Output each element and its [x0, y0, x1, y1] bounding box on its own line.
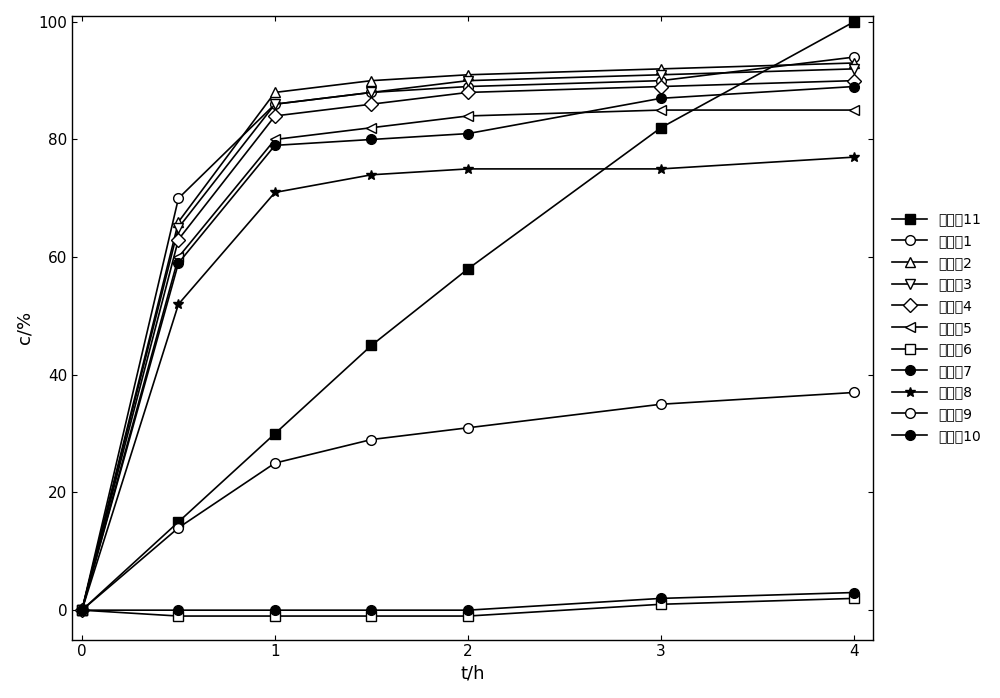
- 对比10: [848, 588, 860, 597]
- 对比4: [76, 606, 88, 614]
- 对比1: [269, 100, 281, 108]
- 对比5: [269, 135, 281, 144]
- 对比1: [172, 194, 184, 202]
- 对比3: [172, 223, 184, 232]
- 对比9: [76, 606, 88, 614]
- 对比2: [365, 77, 377, 85]
- Line: 对比7: 对比7: [77, 82, 859, 615]
- 对比8: [848, 153, 860, 161]
- 对比5: [76, 606, 88, 614]
- 对比6: [172, 612, 184, 621]
- Y-axis label: c/%: c/%: [15, 311, 33, 344]
- 对比9: [462, 424, 474, 432]
- 实施例11: [848, 17, 860, 26]
- 实施例11: [76, 606, 88, 614]
- 对比3: [462, 77, 474, 85]
- 对比4: [172, 235, 184, 244]
- 实施例11: [172, 518, 184, 526]
- Line: 对比9: 对比9: [77, 387, 859, 615]
- 对比9: [365, 436, 377, 444]
- 对比10: [269, 606, 281, 614]
- 对比2: [172, 218, 184, 226]
- Line: 对比2: 对比2: [77, 58, 859, 615]
- 对比4: [655, 82, 667, 91]
- 对比6: [462, 612, 474, 621]
- 对比3: [848, 65, 860, 73]
- 对比6: [655, 600, 667, 609]
- 对比5: [848, 106, 860, 114]
- 对比4: [269, 112, 281, 120]
- 对比7: [365, 135, 377, 144]
- 对比2: [76, 606, 88, 614]
- 对比7: [848, 82, 860, 91]
- 对比7: [462, 129, 474, 138]
- 对比4: [365, 100, 377, 108]
- 对比10: [462, 606, 474, 614]
- Legend: 实施例11, 对比例1, 对比例2, 对比例3, 对比例4, 对比例5, 对比例6, 对比例7, 对比例8, 对比例9, 对比例10: 实施例11, 对比例1, 对比例2, 对比例3, 对比例4, 对比例5, 对比例…: [888, 209, 985, 447]
- Line: 对比3: 对比3: [77, 64, 859, 615]
- 对比3: [365, 88, 377, 96]
- 对比9: [655, 400, 667, 408]
- 实施例11: [462, 265, 474, 273]
- Line: 对比6: 对比6: [77, 593, 859, 621]
- 对比6: [76, 606, 88, 614]
- 对比3: [76, 606, 88, 614]
- 对比10: [365, 606, 377, 614]
- 对比8: [462, 165, 474, 173]
- 对比8: [269, 188, 281, 197]
- 对比6: [269, 612, 281, 621]
- 对比7: [76, 606, 88, 614]
- Line: 对比8: 对比8: [77, 152, 859, 615]
- 对比3: [269, 100, 281, 108]
- 对比1: [655, 77, 667, 85]
- 实施例11: [655, 124, 667, 132]
- 对比7: [269, 141, 281, 149]
- 对比5: [172, 253, 184, 261]
- 对比8: [365, 170, 377, 179]
- 对比2: [462, 70, 474, 79]
- Line: 实施例11: 实施例11: [77, 17, 859, 615]
- 对比5: [655, 106, 667, 114]
- 对比4: [462, 88, 474, 96]
- 对比10: [172, 606, 184, 614]
- 对比10: [655, 594, 667, 602]
- 对比1: [76, 606, 88, 614]
- 对比5: [462, 112, 474, 120]
- 对比4: [848, 77, 860, 85]
- 对比8: [172, 300, 184, 309]
- 对比8: [76, 606, 88, 614]
- 对比3: [655, 70, 667, 79]
- 对比9: [269, 459, 281, 467]
- 对比1: [365, 88, 377, 96]
- Line: 对比1: 对比1: [77, 52, 859, 615]
- 实施例11: [365, 341, 377, 350]
- 对比9: [848, 388, 860, 396]
- 对比9: [172, 524, 184, 532]
- Line: 对比10: 对比10: [77, 588, 859, 615]
- 对比6: [848, 594, 860, 602]
- 对比1: [848, 53, 860, 61]
- 对比1: [462, 82, 474, 91]
- 对比5: [365, 124, 377, 132]
- 实施例11: [269, 429, 281, 438]
- Line: 对比5: 对比5: [77, 105, 859, 615]
- X-axis label: t/h: t/h: [461, 665, 485, 683]
- 对比6: [365, 612, 377, 621]
- Line: 对比4: 对比4: [77, 76, 859, 615]
- 对比2: [655, 65, 667, 73]
- 对比2: [269, 88, 281, 96]
- 对比8: [655, 165, 667, 173]
- 对比7: [655, 94, 667, 103]
- 对比7: [172, 259, 184, 267]
- 对比2: [848, 59, 860, 67]
- 对比10: [76, 606, 88, 614]
